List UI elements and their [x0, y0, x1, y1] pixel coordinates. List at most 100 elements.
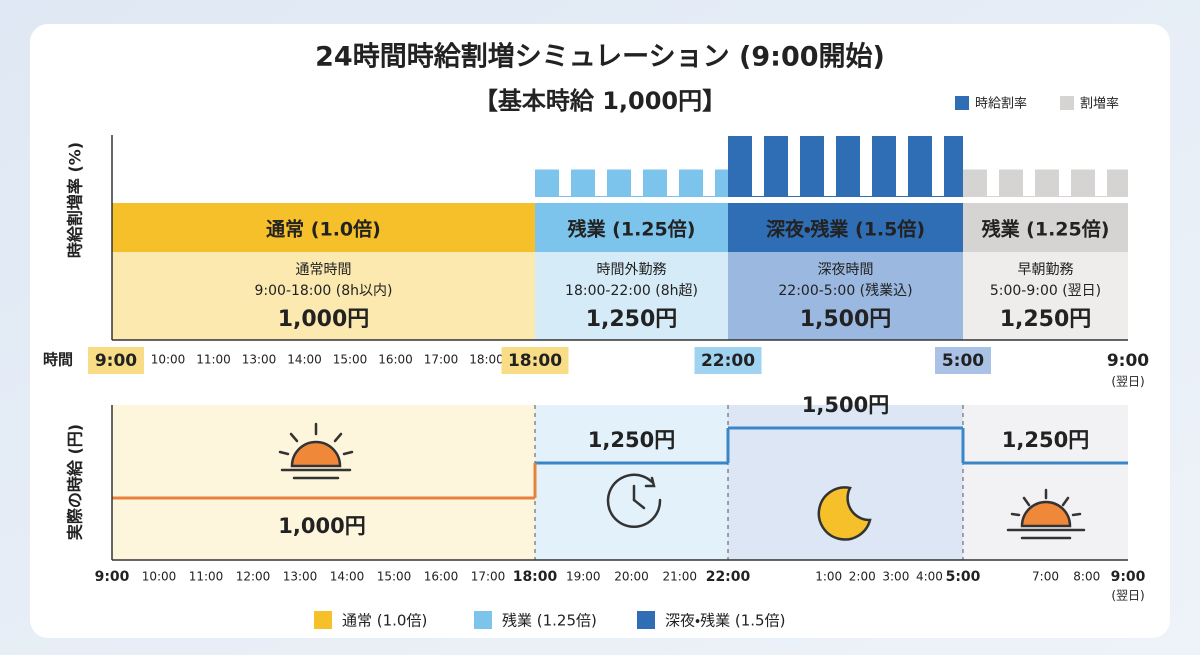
bar-gap: [535, 197, 728, 203]
x-tick-label: 16:00: [424, 570, 459, 584]
period-desc: 時間外勤務: [597, 262, 667, 278]
period-name: 深夜・残業 (1.5倍): [766, 218, 925, 241]
time-marker: 9:00: [95, 351, 137, 371]
x-tick-label: 9:00: [95, 569, 130, 585]
period-wage: 1,500円: [800, 307, 892, 332]
x-tick-label: 2:00: [849, 570, 876, 584]
wage-label: 1,000円: [278, 514, 365, 538]
x-tick-label: 5:00: [946, 569, 981, 585]
bar-notch: [667, 168, 679, 196]
x-tick-label: 12:00: [236, 570, 271, 584]
bar-notch: [824, 135, 836, 196]
x-tick-label: 11:00: [189, 570, 224, 584]
bar-notch: [932, 135, 944, 196]
bar-notch: [595, 168, 607, 196]
legend-swatch: [955, 96, 969, 110]
legend-swatch: [314, 611, 332, 629]
period-body: [963, 252, 1128, 340]
bar-notch: [788, 135, 800, 196]
bar-notch: [1059, 168, 1071, 196]
wage-label: 1,500円: [802, 393, 889, 417]
time-highlight: [501, 347, 569, 374]
bar-notch: [752, 135, 764, 196]
legend-label: 時給割率: [975, 97, 1027, 112]
period-range: 22:00-5:00 (残業込): [778, 283, 912, 299]
x-tick-label: 13:00: [283, 570, 318, 584]
time-small: 15:00: [333, 353, 368, 367]
period-body: [535, 252, 728, 340]
period-background: [535, 405, 728, 560]
period-range: 18:00-22:00 (8h超): [565, 283, 698, 299]
period-body: [728, 252, 963, 340]
x-tick-label: 10:00: [142, 570, 177, 584]
wage-label: 1,250円: [588, 428, 675, 452]
bar-notch: [631, 168, 643, 196]
legend-label: 深夜・残業 (1.5倍): [665, 612, 785, 630]
upper-axis-label: 時給割増率 (%): [66, 142, 85, 258]
time-small: 17:00: [424, 353, 459, 367]
moon-icon: [817, 486, 872, 541]
x-tick-label: 14:00: [330, 570, 365, 584]
bar-notch: [896, 135, 908, 196]
x-tick-label: 17:00: [471, 570, 506, 584]
x-tick-label: 15:00: [377, 570, 412, 584]
bar-notch: [1095, 168, 1107, 196]
time-small: 13:00: [242, 353, 277, 367]
legend-label: 通常 (1.0倍): [342, 612, 427, 630]
bar-notch: [860, 135, 872, 196]
bar-notch: [559, 168, 571, 196]
time-small: 18:00: [469, 353, 504, 367]
x-tick-label: 22:00: [706, 569, 751, 585]
time-highlight: [935, 347, 991, 374]
period-desc: 深夜時間: [818, 262, 874, 278]
bar-gap: [728, 197, 963, 203]
x-tick-label: 1:00: [815, 570, 842, 584]
time-small: 11:00: [196, 353, 231, 367]
time-marker: 9:00: [1107, 351, 1149, 371]
subtitle: 【基本時給 1,000円】: [474, 87, 726, 115]
time-marker: 5:00: [942, 351, 984, 371]
time-small: 10:00: [151, 353, 186, 367]
period-range: 5:00-9:00 (翌日): [990, 283, 1101, 299]
period-range: 9:00-18:00 (8h以内): [255, 283, 393, 299]
time-small: 16:00: [378, 353, 413, 367]
next-day: (翌日): [1111, 589, 1144, 603]
x-tick-label: 3:00: [882, 570, 909, 584]
clock-icon: [606, 473, 662, 529]
x-tick-label: 9:00: [1111, 569, 1146, 585]
period-desc: 早朝勤務: [1018, 262, 1074, 278]
lower-axis-label: 実際の時給 (円): [66, 424, 85, 540]
x-tick-label: 8:00: [1073, 570, 1100, 584]
x-tick-label: 21:00: [662, 570, 697, 584]
time-label: 時間: [43, 351, 73, 369]
legend-swatch: [1060, 96, 1074, 110]
title: 24時間時給割増シミュレーション (9:00開始): [315, 41, 885, 73]
bar-gap: [963, 197, 1128, 203]
legend-label: 残業 (1.25倍): [502, 612, 597, 630]
x-tick-label: 7:00: [1032, 570, 1059, 584]
time-highlight: [88, 347, 144, 374]
period-body: [112, 252, 535, 340]
next-day: (翌日): [1111, 375, 1144, 389]
time-marker: 18:00: [508, 351, 562, 371]
legend-swatch: [637, 611, 655, 629]
wage-label: 1,250円: [1002, 428, 1089, 452]
x-tick-label: 18:00: [513, 569, 558, 585]
legend-swatch: [474, 611, 492, 629]
period-desc: 通常時間: [296, 262, 352, 278]
bar-notch: [987, 168, 999, 196]
time-highlight: [694, 347, 762, 374]
period-name: 残業 (1.25倍): [981, 218, 1110, 241]
time-small: 14:00: [287, 353, 322, 367]
x-tick-label: 20:00: [614, 570, 649, 584]
sunrise-icon: [1006, 488, 1086, 540]
period-wage: 1,000円: [278, 307, 370, 332]
period-wage: 1,250円: [586, 307, 678, 332]
bar-notch: [703, 168, 715, 196]
period-wage: 1,250円: [1000, 307, 1092, 332]
icons: [278, 422, 1086, 541]
period-name: 残業 (1.25倍): [567, 218, 696, 241]
x-tick-label: 19:00: [566, 570, 601, 584]
sun-icon: [278, 422, 354, 480]
bar-notch: [1023, 168, 1035, 196]
